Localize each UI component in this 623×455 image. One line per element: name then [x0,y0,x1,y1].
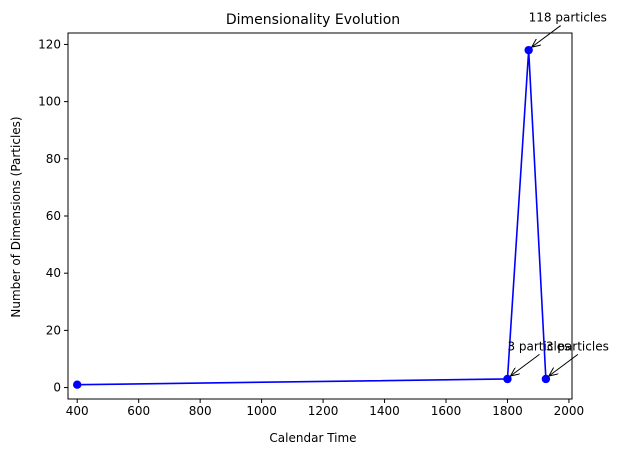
x-axis-label: Calendar Time [269,431,356,445]
series-line [77,50,547,386]
annotation-arrow [532,25,561,48]
x-tick-label: 600 [127,404,150,418]
data-point [524,45,533,55]
x-tick-label: 2000 [554,404,585,418]
data-point [541,374,551,384]
y-tick-label: 20 [46,323,61,337]
annotation-arrow [510,353,540,376]
y-tick-label: 0 [53,381,61,395]
annotation-arrow [549,353,579,376]
annotation-label: 3 particles [546,339,609,353]
x-tick-label: 800 [189,404,212,418]
plot-frame [67,32,573,400]
y-tick-label: 80 [46,152,61,166]
x-tick-label: 1000 [246,404,277,418]
x-tick-label: 1800 [492,404,523,418]
y-tick-label: 40 [46,266,61,280]
x-tick-label: 1200 [308,404,339,418]
y-tick-label: 100 [38,95,61,109]
annotation-label: 3 particles [507,339,570,353]
data-point [73,380,82,389]
annotation-label: 118 particles [529,11,607,25]
data-point [503,374,512,384]
x-tick-label: 1600 [431,404,462,418]
y-tick-label: 120 [38,37,61,51]
x-tick-label: 1400 [369,404,400,418]
chart-title: Dimensionality Evolution [226,12,400,28]
y-tick-label: 60 [46,209,61,223]
y-axis-label: Number of Dimensions (Particles) [9,116,23,317]
x-tick-label: 400 [66,404,89,418]
